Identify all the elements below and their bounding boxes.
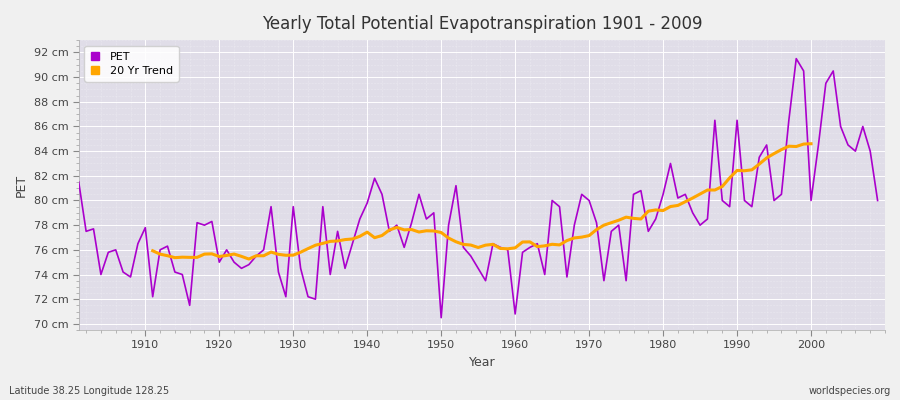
Legend: PET, 20 Yr Trend: PET, 20 Yr Trend [85, 46, 178, 82]
PET [132, 241, 143, 246]
Text: worldspecies.org: worldspecies.org [809, 386, 891, 396]
PET [509, 312, 520, 316]
Title: Yearly Total Potential Evapotranspiration 1901 - 2009: Yearly Total Potential Evapotranspiratio… [262, 15, 702, 33]
Line: 20 Yr Trend: 20 Yr Trend [153, 144, 811, 259]
PET [339, 266, 350, 271]
20 Yr Trend [244, 257, 255, 262]
20 Yr Trend [717, 184, 728, 189]
PET [872, 198, 883, 203]
PET [436, 315, 446, 320]
20 Yr Trend [806, 141, 816, 146]
PET [295, 266, 306, 271]
Text: Latitude 38.25 Longitude 128.25: Latitude 38.25 Longitude 128.25 [9, 386, 169, 396]
20 Yr Trend [783, 144, 794, 149]
20 Yr Trend [236, 254, 247, 259]
PET [518, 250, 528, 255]
Y-axis label: PET: PET [15, 174, 28, 197]
Line: PET: PET [78, 59, 878, 318]
20 Yr Trend [613, 218, 624, 223]
20 Yr Trend [355, 234, 365, 239]
PET [791, 56, 802, 61]
20 Yr Trend [148, 248, 158, 253]
X-axis label: Year: Year [469, 356, 495, 369]
20 Yr Trend [702, 188, 713, 192]
PET [73, 180, 84, 184]
PET [606, 229, 616, 234]
